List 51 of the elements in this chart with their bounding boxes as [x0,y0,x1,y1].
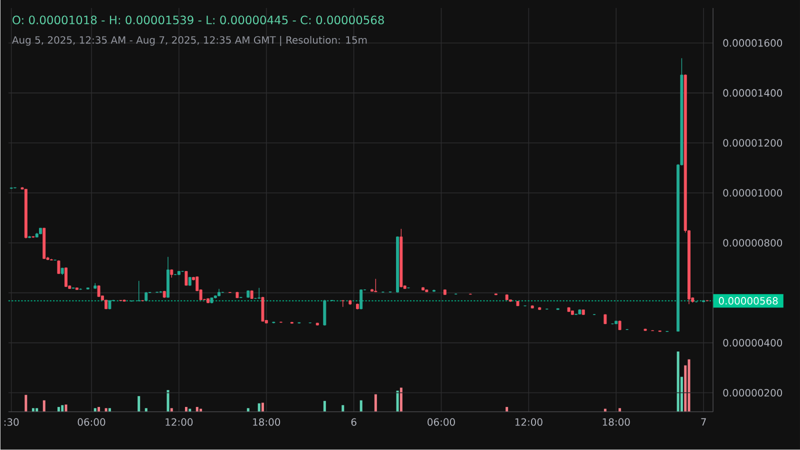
bar [618,408,622,412]
bar [258,403,260,412]
ref-line-label: 0.00000568 [718,297,778,305]
y-tick-label: 0.00001200 [723,139,782,147]
bar [108,408,111,412]
bar [138,396,140,412]
bar [24,395,28,412]
text: O: 0.00001018 - H: 0.00001539 - L: 0.00000445 - C: 0.00000568 [12,16,384,24]
bar [36,408,38,412]
x-tick-label: 18:00 [253,418,280,426]
bar [261,402,264,412]
bar [506,407,508,412]
bar [98,407,100,412]
candlestick [360,289,363,310]
bar [57,407,60,412]
bar [676,352,680,412]
bar [104,408,108,412]
x-tick-label: 18:00 [602,418,630,426]
bar [374,394,377,412]
bar [32,408,34,412]
x-tick-label: 12:00 [166,418,193,426]
bar [144,408,148,412]
bar [42,400,46,412]
x-tick-label: 6 [351,418,356,426]
x-tick-label: 7 [701,418,706,426]
y-tick-label: 0.00001000 [723,189,782,197]
bar [94,408,96,412]
candlestick [64,267,68,288]
bar [196,407,198,412]
text: Aug 5, 2025, 12:35 AM - Aug 7, 2025, 12:35 AM GMT | Resolution: 15m [12,36,367,46]
y-tick-label: 0.00000400 [723,339,782,347]
bar [246,408,250,412]
candlestick [57,260,60,274]
bar [400,388,402,412]
x-tick-label: 12:00 [515,418,542,426]
y-tick-label: 0.00001400 [723,89,782,97]
x-tick-label: 06:00 [428,418,455,426]
candlestick [184,270,188,286]
bar [396,390,399,412]
y-tick-label: 0.00001600 [723,39,782,47]
y-tick-label: 0.00000800 [723,239,782,247]
bar [323,401,326,412]
candlestick [258,288,261,300]
bar [61,405,64,412]
y-tick-label: 0.00000200 [723,389,782,397]
x-tick-label: :30 [4,418,19,426]
bar [170,408,173,412]
bar [342,405,344,412]
bar [360,400,362,412]
bar [184,407,188,412]
x-tick-label: 06:00 [78,418,106,426]
